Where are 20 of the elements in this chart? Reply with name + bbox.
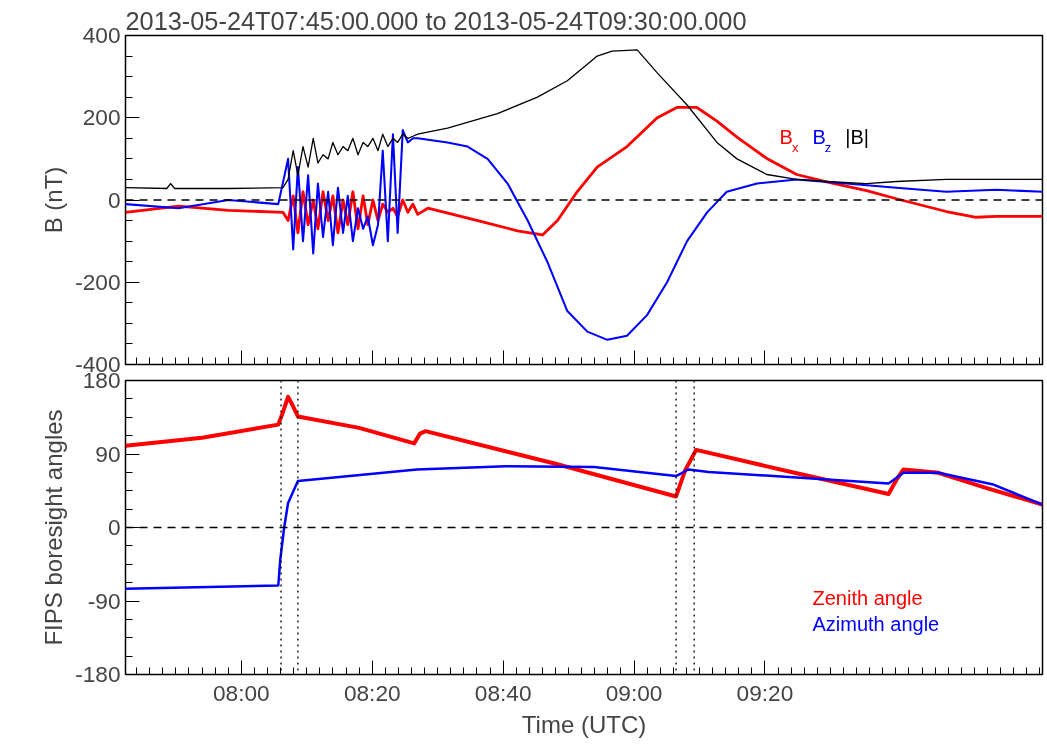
- chart-title: 2013-05-24T07:45:00.000 to 2013-05-24T09:30:00.000: [125, 6, 747, 35]
- y-tick-label: 0: [107, 186, 121, 213]
- y-axis-title: B (nT): [40, 166, 68, 234]
- y-tick-label: 200: [82, 104, 121, 131]
- x-tick-label: 08:40: [474, 679, 532, 706]
- x-tick-label: 09:00: [605, 679, 663, 706]
- text: Zenith angle: [812, 586, 923, 609]
- y-tick-label: 0: [107, 514, 121, 540]
- text: Azimuth angle: [812, 612, 940, 635]
- y-tick-label: 400: [82, 22, 121, 48]
- series-label: |B|: [845, 125, 870, 148]
- y-tick-label: -200: [75, 268, 121, 295]
- y-tick-label: -180: [75, 661, 121, 687]
- x-tick-label: 08:20: [343, 679, 401, 706]
- y-tick-label: -90: [87, 587, 121, 614]
- y-tick-label: 90: [95, 440, 121, 467]
- y-axis-title: FIPS boresight angles: [40, 409, 68, 646]
- x-tick-label: 09:20: [736, 679, 794, 706]
- x-tick-label: 08:00: [213, 679, 270, 706]
- x-axis-title: Time (UTC): [521, 710, 647, 738]
